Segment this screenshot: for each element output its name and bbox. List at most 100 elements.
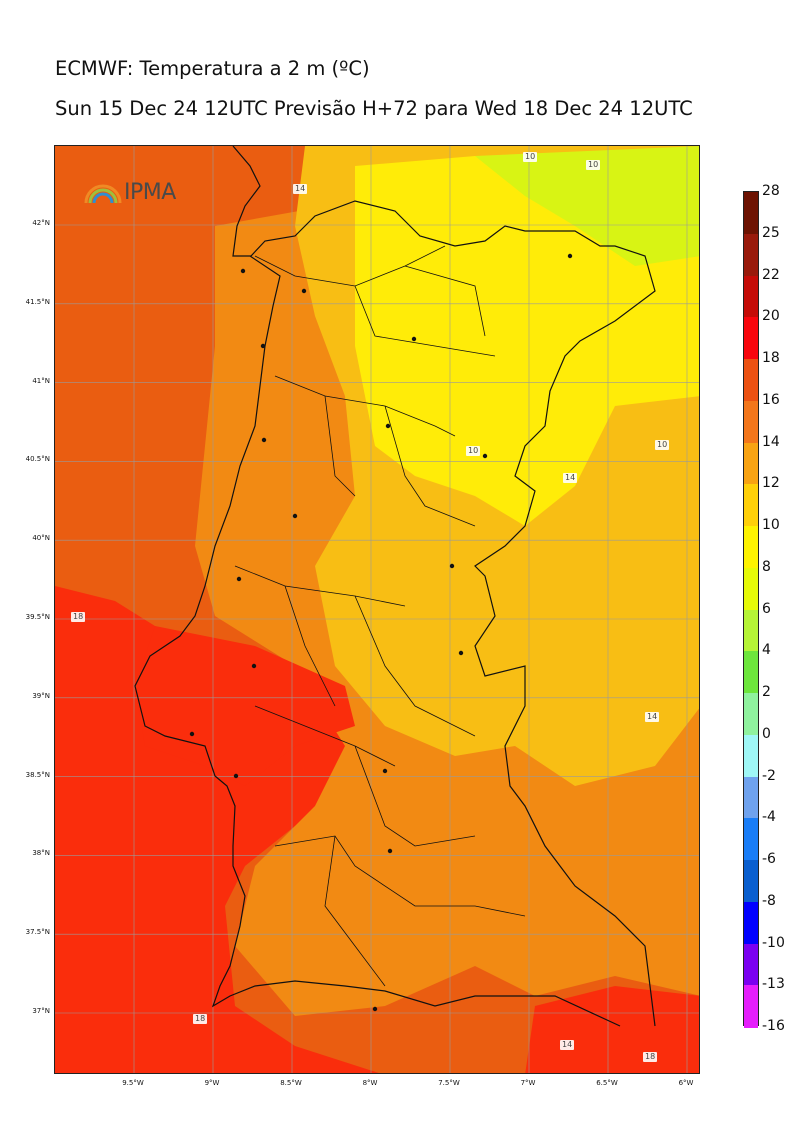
colorbar-tick-label: 4 [762,642,771,659]
city-dot [567,253,573,259]
city-dot [482,453,488,459]
colorbar-segment [744,818,758,861]
lat-label: 37.5°N [25,928,50,937]
lat-label: 40.5°N [25,455,50,464]
city-dot [251,663,257,669]
colorbar-segment [744,526,758,569]
contour-label: 18 [193,1014,208,1024]
colorbar-segment [744,275,758,318]
colorbar-tick-label: 12 [762,475,780,492]
colorbar-tick-label: 6 [762,600,771,617]
city-dot [411,336,417,342]
lat-label: 41.5°N [25,297,50,306]
colorbar-tick-label: -4 [762,809,776,826]
colorbar-segment [744,484,758,527]
city-markers [189,253,573,1012]
colorbar-tick-label: 0 [762,725,771,742]
ipma-logo: IPMA [84,180,176,205]
colorbar-tick-label: 2 [762,684,771,700]
colorbar-segment [744,651,758,694]
colorbar-tick-label: 10 [762,517,780,533]
lat-label: 38.5°N [25,770,50,779]
city-dot [449,563,455,569]
rainbow-arc-icon [84,184,122,203]
city-dot [382,768,388,774]
lat-label: 37°N [32,1007,50,1015]
colorbar-tick-label: -13 [762,976,785,993]
logo-text: IPMA [124,180,176,205]
colorbar-segment [744,860,758,903]
contour-label: 14 [563,473,578,483]
colorbar-segment [744,317,758,360]
colorbar-segment [744,192,758,235]
colorbar-tick-label: -2 [762,767,776,784]
colorbar-tick-label: 22 [762,266,780,283]
colorbar-tick-label: 28 [762,183,780,199]
lat-label: 40°N [32,534,50,543]
colorbar-segment [744,734,758,777]
contour-label: 10 [586,160,601,170]
contour-label: 10 [655,440,670,450]
lat-label: 38°N [32,849,50,858]
colorbar-tick-label: -10 [762,934,785,951]
city-dot [387,848,393,854]
lat-label: 42°N [32,219,50,227]
city-dot [292,513,298,519]
colorbar-segment [744,400,758,443]
colorbar-tick-label: -6 [762,851,776,867]
city-dot [260,343,266,349]
contour-label: 10 [466,446,481,456]
forecast-subtitle: Sun 15 Dec 24 12UTC Previsão H+72 para W… [55,97,693,120]
colorbar-tick-label: -8 [762,892,776,909]
colorbar-segment [744,776,758,819]
map-canvas [55,146,699,1073]
city-dot [372,1006,378,1012]
colorbar-segment [744,693,758,736]
colorbar-segment [744,442,758,485]
lon-label: 7.5°W [438,1079,460,1087]
lat-label: 39°N [32,691,50,700]
colorbar-segment [744,567,758,610]
city-dot [233,773,239,779]
contour-label: 14 [293,184,308,194]
colorbar-tick-label: 18 [762,350,780,366]
contour-label: 10 [523,152,538,162]
lon-label: 6°W [678,1079,694,1087]
colorbar-segment [744,609,758,652]
lat-label: 39.5°N [25,613,50,621]
colorbar-tick-label: -16 [762,1018,785,1034]
lat-label: 41°N [32,376,50,385]
map-graticule [55,146,699,1073]
city-dot [458,650,464,656]
lon-label: 9.5°W [122,1079,144,1087]
contour-label: 14 [560,1040,575,1050]
city-dot [301,288,307,294]
colorbar-segment [744,985,758,1028]
lon-label: 8.5°W [280,1079,302,1087]
lon-label: 9°W [204,1079,220,1087]
city-dot [240,268,246,274]
colorbar-tick-label: 16 [762,391,780,408]
city-dot [189,731,195,737]
lon-label: 6.5°W [596,1079,618,1087]
lon-label: 8°W [362,1079,378,1087]
city-dot [385,423,391,429]
colorbar-tick-label: 8 [762,558,771,575]
lon-label: 7°W [520,1079,536,1087]
colorbar-tick-label: 25 [762,224,780,241]
zone-coldest [475,146,699,266]
coastline [134,146,656,1027]
colorbar-segment [744,359,758,402]
zone-warm-south [525,986,699,1073]
contour-label: 18 [643,1052,658,1062]
colorbar-segment [744,901,758,944]
contour-label: 14 [645,712,660,722]
city-dot [261,437,267,443]
colorbar-segment [744,233,758,276]
city-dot [236,576,242,582]
zone-hot [135,626,355,786]
colorbar-tick-label: 14 [762,433,780,450]
contour-label: 18 [71,612,86,622]
chart-title: ECMWF: Temperatura a 2 m (ºC) [55,57,370,80]
district-borders [234,245,526,987]
